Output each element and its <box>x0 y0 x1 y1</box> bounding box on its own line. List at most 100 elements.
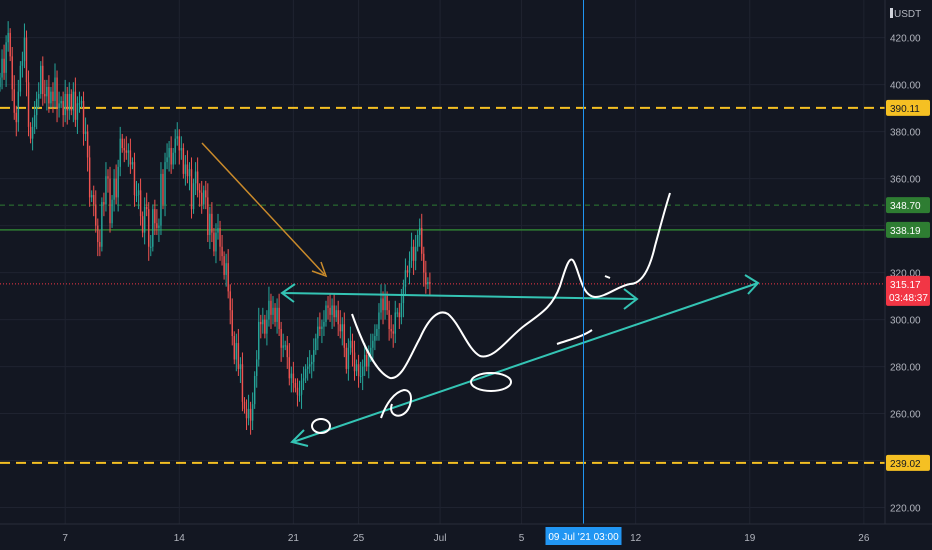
candle <box>13 75 15 120</box>
candle-body <box>211 213 213 233</box>
candle-body <box>31 126 34 139</box>
candle-body <box>200 192 203 205</box>
candle <box>258 307 260 367</box>
flat-tick-sketch <box>604 275 611 279</box>
candle-body <box>17 91 20 123</box>
candle-body <box>308 364 311 367</box>
candle-body <box>21 61 24 66</box>
candle-body <box>225 263 227 275</box>
candle-body <box>286 345 288 358</box>
candle-body <box>268 300 270 320</box>
x-tick-label: 25 <box>353 533 365 544</box>
candle-body <box>366 354 368 367</box>
candle-body <box>351 340 354 353</box>
level-badge-2 <box>886 221 930 238</box>
candle <box>70 89 73 116</box>
candle-body <box>23 37 26 62</box>
candle <box>368 345 370 379</box>
current-price-badge <box>886 275 930 306</box>
candle <box>378 303 380 341</box>
candle <box>3 44 5 80</box>
candle-body <box>390 328 392 332</box>
candle <box>154 199 156 235</box>
time-axis-ticks: 7 14 21 25 Jul 5 12 19 26 09 Jul '21 03:00 <box>62 527 870 545</box>
candle <box>150 234 152 257</box>
candle-body <box>345 347 348 369</box>
candle <box>227 249 229 299</box>
candle-body <box>337 310 339 325</box>
candle-body <box>145 206 148 210</box>
candle <box>315 333 317 355</box>
axis-settings-icon[interactable] <box>890 8 893 18</box>
candle-body <box>186 164 189 177</box>
horizontal-levels <box>0 106 885 464</box>
candle <box>29 122 32 144</box>
candle <box>40 61 42 99</box>
candle <box>262 307 264 334</box>
candle <box>306 357 309 381</box>
candle <box>341 317 343 346</box>
candle <box>31 117 34 151</box>
candle <box>90 190 93 203</box>
candle-body <box>1 58 3 78</box>
candle-body <box>3 58 5 73</box>
candle <box>66 86 68 125</box>
candle <box>353 340 356 381</box>
candle <box>107 169 109 193</box>
candle <box>0 72 1 92</box>
x-tick-label: 7 <box>62 533 68 544</box>
candle-body <box>137 190 140 196</box>
candle <box>211 202 213 243</box>
candle-body <box>176 136 178 139</box>
candle <box>135 180 138 203</box>
candle <box>9 28 11 62</box>
candle-body <box>247 408 250 419</box>
y-tick-label: 320.00 <box>890 269 921 280</box>
price-path-sketch <box>351 192 671 380</box>
candle-body <box>235 343 238 360</box>
candle <box>207 183 209 243</box>
candle <box>317 317 319 351</box>
candle-body <box>93 195 95 205</box>
y-tick-label: 280.00 <box>890 363 921 374</box>
candle <box>237 328 240 376</box>
candle <box>62 91 64 127</box>
candle-body <box>40 65 42 94</box>
candle <box>304 364 307 384</box>
candle <box>162 169 164 210</box>
candle <box>363 343 366 376</box>
candle <box>270 293 272 329</box>
candle-body <box>68 93 70 111</box>
candle-body <box>249 408 252 421</box>
candle-body <box>343 324 346 348</box>
candle-body <box>209 213 211 235</box>
candle-body <box>331 305 333 315</box>
candle-body <box>229 291 231 311</box>
ascending-arc-sketch <box>556 329 593 345</box>
candle <box>143 197 146 245</box>
candle-body <box>19 65 22 92</box>
candle-body <box>243 401 246 409</box>
candle-body <box>11 56 13 90</box>
candle-body <box>223 256 225 275</box>
level-badge-0 <box>886 99 930 116</box>
candle-body <box>357 364 360 376</box>
candle <box>382 291 384 325</box>
crosshair-time-label: 09 Jul '21 03:00 <box>548 532 619 543</box>
candle <box>198 183 201 207</box>
candle <box>311 354 313 379</box>
candle-body <box>192 183 195 210</box>
candle-body <box>123 148 125 151</box>
price-axis: 220.00240.00260.00280.00300.00320.00340.… <box>884 0 932 524</box>
candle <box>255 350 258 388</box>
y-tick-label: 400.00 <box>890 81 921 92</box>
candle <box>133 152 136 207</box>
user-drawings <box>201 142 760 447</box>
crosshair-time-badge <box>545 527 622 545</box>
y-tick-label: 380.00 <box>890 128 921 139</box>
candle <box>1 49 3 90</box>
candle-body <box>258 321 260 360</box>
level-badge-label: 348.70 <box>890 201 921 212</box>
candle-body <box>141 216 144 233</box>
